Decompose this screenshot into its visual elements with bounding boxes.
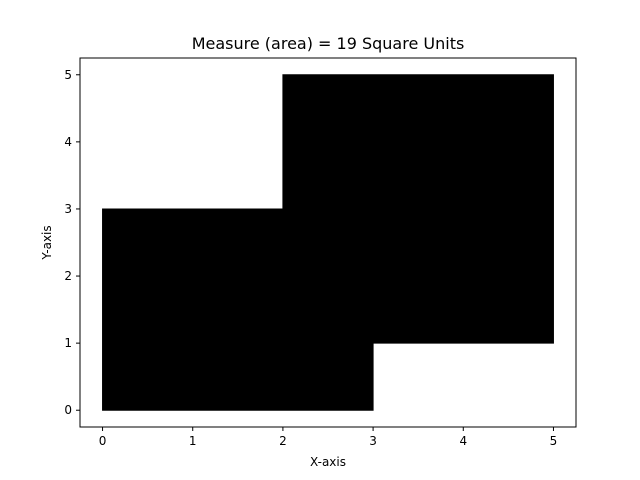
x-tick-label: 2 xyxy=(279,434,287,448)
y-axis-label: Y-axis xyxy=(40,225,54,260)
y-tick-label: 0 xyxy=(64,403,72,417)
x-tick-label: 0 xyxy=(99,434,107,448)
chart-title: Measure (area) = 19 Square Units xyxy=(192,34,465,53)
y-axis-ticks: 0 1 2 3 4 5 xyxy=(64,68,80,417)
area-shape xyxy=(102,74,554,411)
x-tick-label: 3 xyxy=(369,434,377,448)
y-tick-label: 1 xyxy=(64,336,72,350)
y-tick-label: 5 xyxy=(64,68,72,82)
x-tick-label: 1 xyxy=(189,434,197,448)
x-axis-label: X-axis xyxy=(310,455,346,469)
y-tick-label: 4 xyxy=(64,135,72,149)
y-tick-label: 2 xyxy=(64,269,72,283)
plot-layer xyxy=(102,74,554,411)
x-axis-ticks: 0 1 2 3 4 5 xyxy=(99,427,558,448)
y-tick-label: 3 xyxy=(64,202,72,216)
x-tick-label: 5 xyxy=(550,434,558,448)
x-tick-label: 4 xyxy=(459,434,467,448)
plot-frame xyxy=(79,57,577,428)
